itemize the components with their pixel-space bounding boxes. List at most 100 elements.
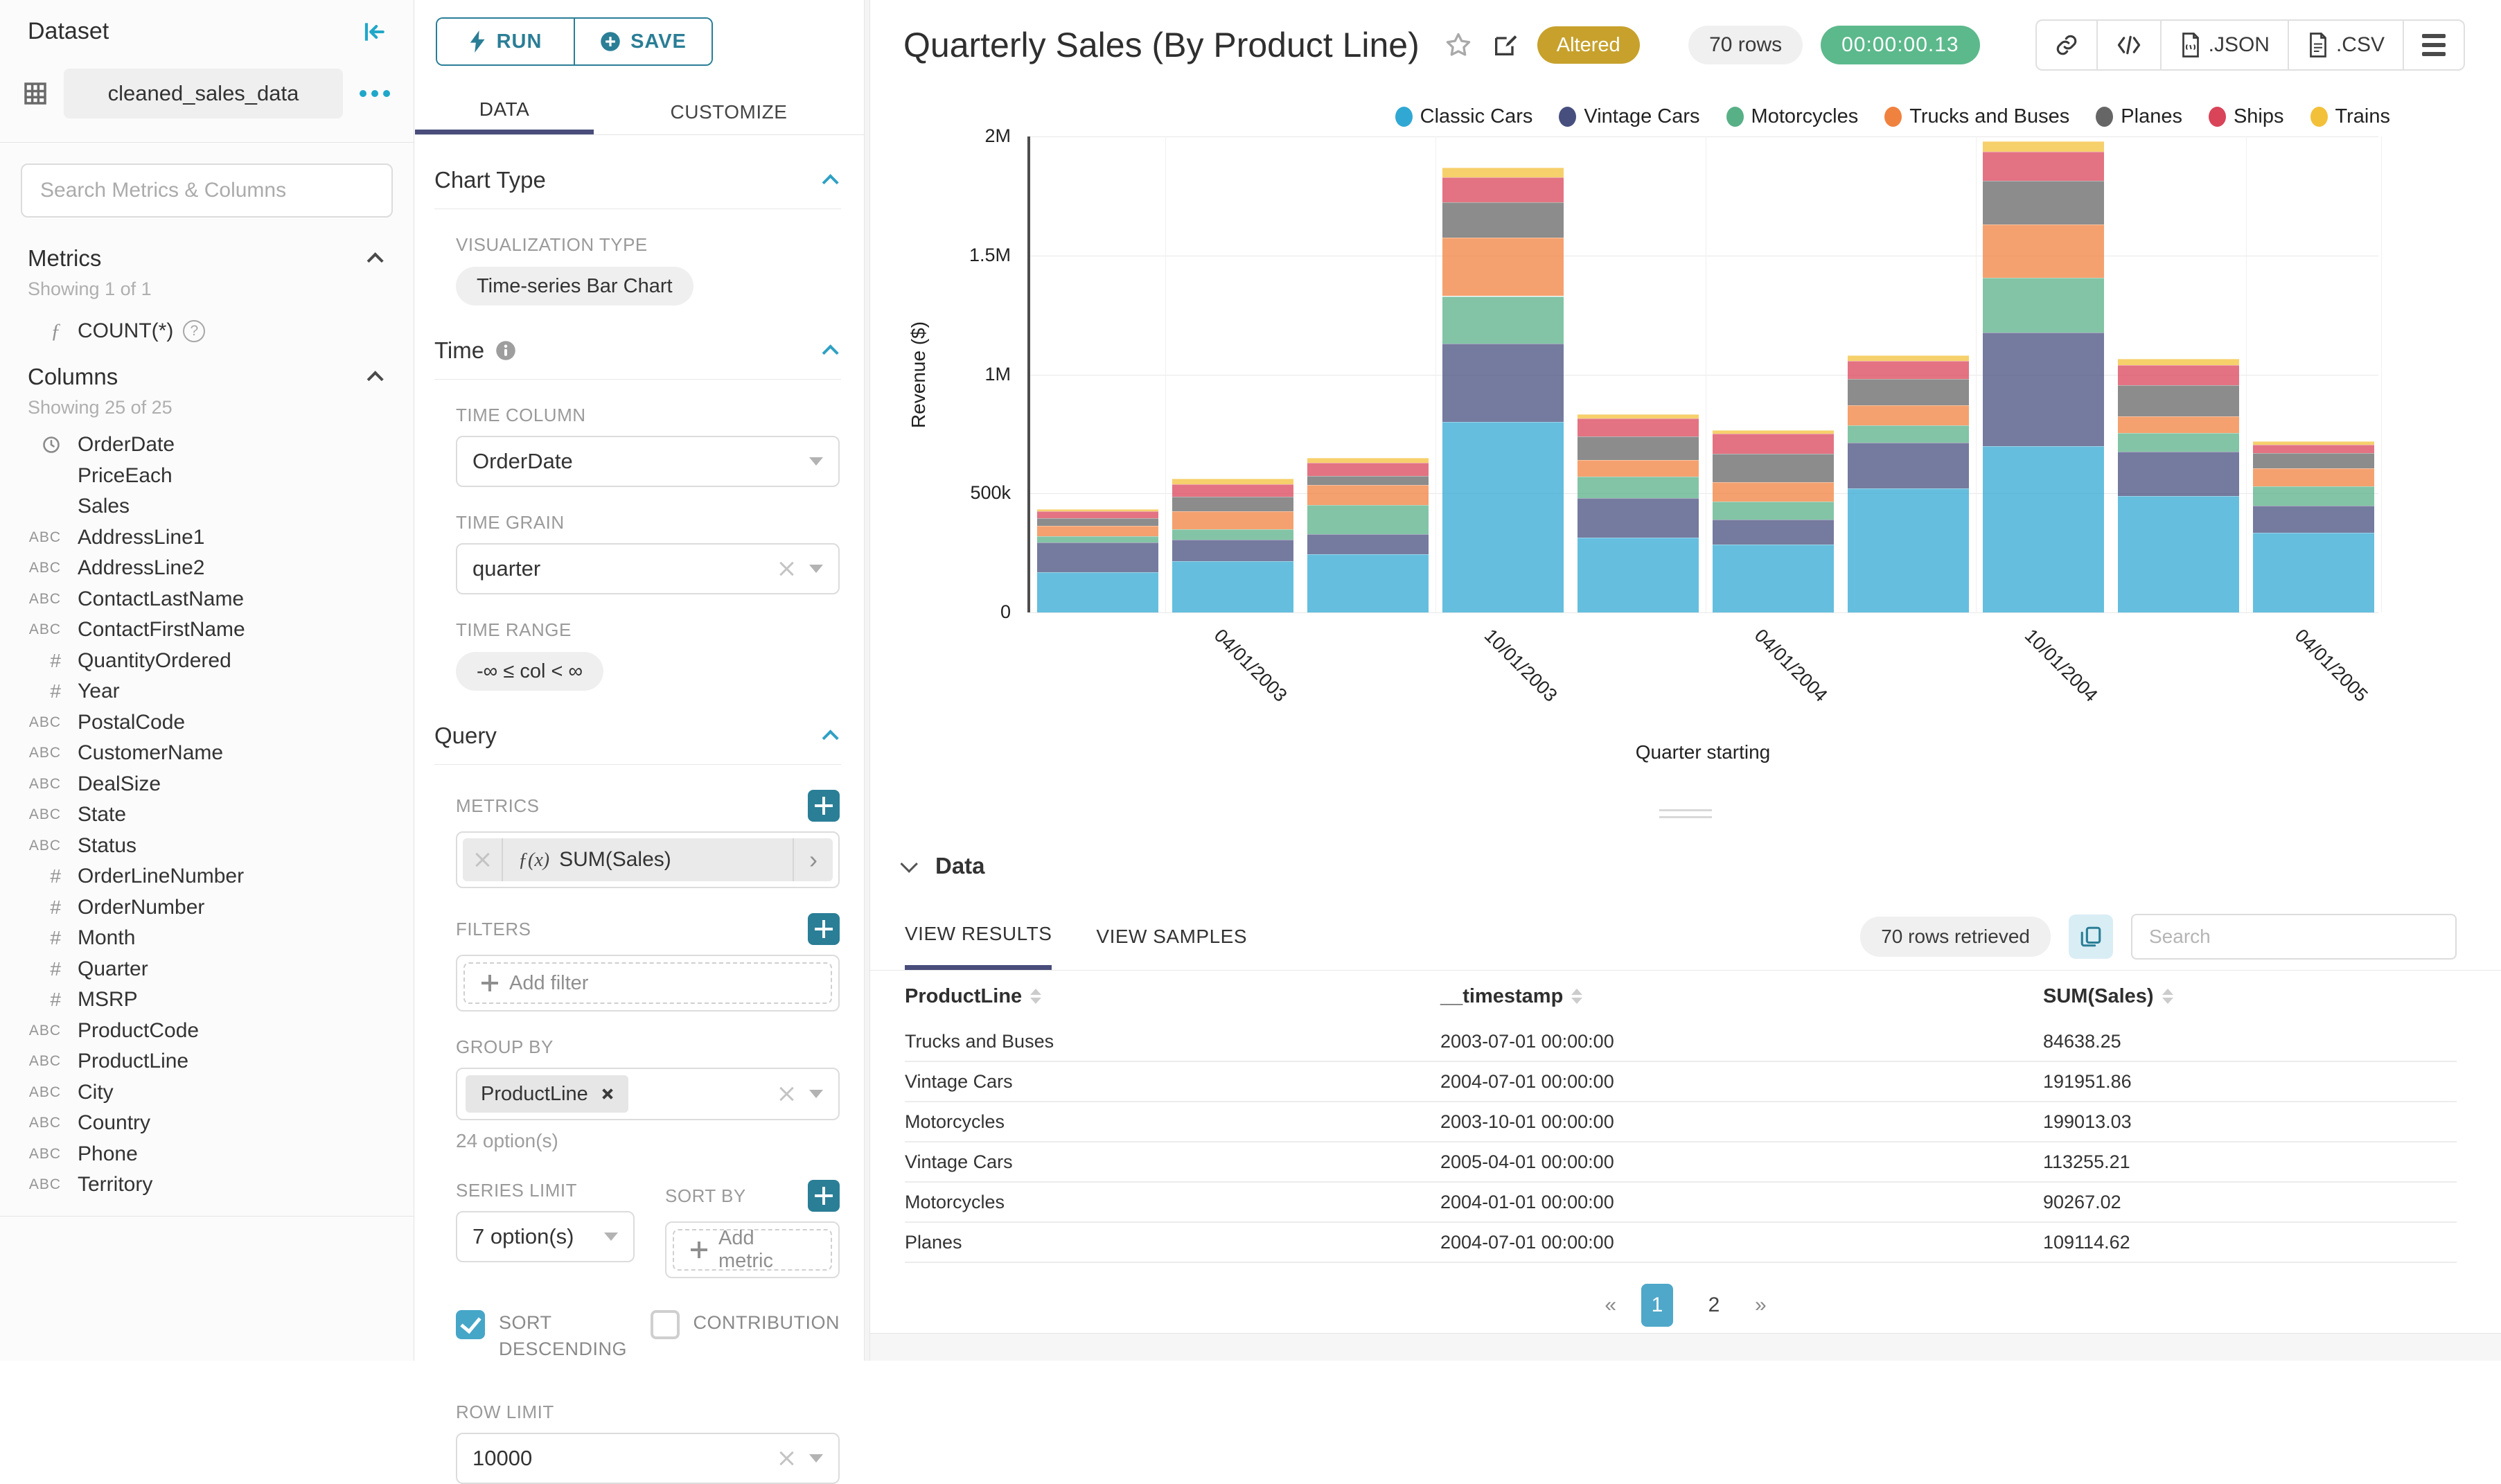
column-item[interactable]: # OrderNumber — [0, 892, 414, 924]
bar-segment[interactable] — [1442, 202, 1564, 238]
tab-customize[interactable]: CUSTOMIZE — [670, 100, 788, 123]
time-column-select[interactable]: OrderDate — [456, 436, 840, 487]
pagination-page-1[interactable]: 1 — [1641, 1284, 1673, 1327]
bar-segment[interactable] — [2117, 416, 2240, 433]
bar-segment[interactable] — [2252, 445, 2375, 454]
column-item[interactable]: # OrderLineNumber — [0, 861, 414, 892]
contribution-checkbox[interactable] — [650, 1310, 680, 1339]
column-item[interactable]: ABC ContactLastName — [0, 584, 414, 615]
add-filter-button[interactable] — [808, 913, 840, 945]
column-item[interactable]: ABC AddressLine2 — [0, 553, 414, 584]
tab-view-results[interactable]: VIEW RESULTS — [905, 903, 1052, 970]
bar-segment[interactable] — [1442, 177, 1564, 202]
chart-menu-button[interactable] — [2403, 21, 2464, 69]
column-item[interactable]: ABC ProductLine — [0, 1046, 414, 1077]
bar-segment[interactable] — [2252, 468, 2375, 487]
bar-segment[interactable] — [1982, 278, 2105, 333]
help-icon[interactable]: ? — [183, 320, 206, 342]
panel-drag-handle[interactable] — [1659, 809, 1712, 823]
bar-segment[interactable] — [1847, 379, 1970, 405]
altered-badge[interactable]: Altered — [1537, 26, 1640, 64]
panel-resize-gutter[interactable] — [864, 0, 870, 1361]
column-item[interactable]: Sales — [0, 491, 414, 522]
chevron-up-icon[interactable] — [366, 251, 384, 269]
bar-segment[interactable] — [1307, 533, 1429, 554]
bar-segment[interactable] — [1036, 542, 1159, 572]
bar-segment[interactable] — [1577, 498, 1699, 538]
favorite-star-icon[interactable] — [1443, 30, 1474, 60]
bar-segment[interactable] — [2252, 505, 2375, 533]
bar-segment[interactable] — [1847, 405, 1970, 425]
legend-item[interactable]: Planes — [2096, 105, 2182, 128]
column-item[interactable]: ABC City — [0, 1077, 414, 1108]
legend-item[interactable]: Classic Cars — [1395, 105, 1532, 128]
save-button[interactable]: SAVE — [574, 19, 712, 64]
bar-segment[interactable] — [1036, 572, 1159, 612]
bar-segment[interactable] — [1982, 333, 2105, 446]
pagination-next[interactable]: » — [1755, 1293, 1767, 1316]
bar-segment[interactable] — [1172, 561, 1294, 612]
column-item[interactable]: ABC Country — [0, 1108, 414, 1139]
bar-segment[interactable] — [1307, 485, 1429, 506]
bar-segment[interactable] — [1982, 152, 2105, 181]
legend-item[interactable]: Trains — [2310, 105, 2390, 128]
bar-segment[interactable] — [2252, 453, 2375, 469]
bar-segment[interactable] — [2117, 385, 2240, 416]
bar-segment[interactable] — [1442, 238, 1564, 297]
bar-segment[interactable] — [2117, 364, 2240, 385]
collapse-panel-icon[interactable] — [361, 19, 387, 45]
view-query-button[interactable] — [2096, 21, 2160, 69]
time-range-value[interactable]: -∞ ≤ col < ∞ — [456, 652, 604, 691]
chevron-up-icon[interactable] — [822, 173, 839, 191]
column-item[interactable]: # MSRP — [0, 984, 414, 1016]
bar-segment[interactable] — [1036, 536, 1159, 542]
column-header[interactable]: SUM(Sales) — [2043, 985, 2457, 1008]
bar-segment[interactable] — [1712, 454, 1835, 482]
clear-icon[interactable] — [777, 1085, 795, 1103]
bar-segment[interactable] — [1982, 445, 2105, 612]
pagination-prev[interactable]: « — [1605, 1293, 1616, 1316]
bar-segment[interactable] — [1307, 554, 1429, 612]
bar-segment[interactable] — [1442, 422, 1564, 612]
pagination-page-2[interactable]: 2 — [1708, 1293, 1720, 1316]
bar-segment[interactable] — [1172, 484, 1294, 497]
export-json-button[interactable]: .JSON — [2159, 21, 2288, 69]
row-limit-select[interactable]: 10000 — [456, 1432, 840, 1484]
bar-segment[interactable] — [1577, 460, 1699, 477]
column-item[interactable]: ABC Territory — [0, 1169, 414, 1201]
time-grain-select[interactable]: quarter — [456, 543, 840, 594]
legend-item[interactable]: Vintage Cars — [1559, 105, 1700, 128]
bar-segment[interactable] — [1172, 478, 1294, 484]
bar-segment[interactable] — [1847, 443, 1970, 489]
tab-data[interactable]: DATA — [415, 89, 594, 134]
bar-segment[interactable] — [1577, 414, 1699, 418]
bar-segment[interactable] — [1172, 511, 1294, 529]
copy-data-button[interactable] — [2069, 914, 2113, 959]
column-item[interactable]: ABC AddressLine1 — [0, 522, 414, 554]
column-item[interactable]: ABC Status — [0, 831, 414, 862]
bar-segment[interactable] — [1036, 525, 1159, 537]
bar-segment[interactable] — [1712, 434, 1835, 454]
bar-segment[interactable] — [1982, 224, 2105, 279]
column-item[interactable]: ABC State — [0, 800, 414, 831]
column-item[interactable]: ABC CustomerName — [0, 738, 414, 769]
collapse-data-icon[interactable] — [900, 855, 918, 873]
bar-segment[interactable] — [1307, 462, 1429, 476]
bar-segment[interactable] — [1577, 418, 1699, 436]
chevron-up-icon[interactable] — [822, 344, 839, 361]
dataset-options-icon[interactable] — [357, 90, 393, 97]
bar-segment[interactable] — [1172, 529, 1294, 540]
metric-item[interactable]: ƒ COUNT(*) ? — [0, 300, 414, 343]
legend-item[interactable]: Trucks and Buses — [1884, 105, 2069, 128]
bar-segment[interactable] — [2117, 432, 2240, 452]
group-by-chip[interactable]: ProductLine — [466, 1075, 628, 1113]
clear-icon[interactable] — [777, 1449, 795, 1467]
series-limit-select[interactable]: 7 option(s) — [456, 1211, 635, 1262]
dataset-name[interactable]: cleaned_sales_data — [64, 69, 343, 118]
bar-segment[interactable] — [2117, 359, 2240, 365]
bar-segment[interactable] — [1847, 425, 1970, 443]
add-sort-metric-button[interactable] — [808, 1180, 840, 1212]
bar-segment[interactable] — [1577, 436, 1699, 461]
column-item[interactable]: PriceEach — [0, 461, 414, 492]
column-item[interactable]: ABC ContactFirstName — [0, 615, 414, 646]
